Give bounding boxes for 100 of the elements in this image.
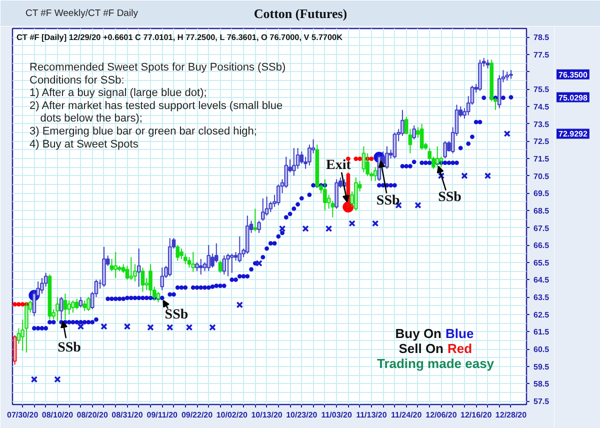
x-tick-label: 08/10/20 bbox=[42, 410, 74, 420]
y-tick-label: 62.5 bbox=[534, 310, 550, 320]
y-tick-label: 77.5 bbox=[534, 50, 550, 60]
y-tick-label: 72.5 bbox=[534, 137, 550, 146]
annotation: Buy On Blue bbox=[395, 326, 474, 341]
x-tick-label: 10/23/20 bbox=[286, 410, 318, 420]
candlestick bbox=[78, 296, 83, 308]
candlestick bbox=[206, 244, 211, 272]
candlestick bbox=[59, 296, 64, 320]
point bbox=[16, 302, 21, 307]
annotation: SSb bbox=[164, 308, 188, 323]
candlestick bbox=[230, 253, 234, 274]
candlestick bbox=[86, 296, 90, 312]
text: 75.0298 bbox=[558, 93, 588, 102]
y-tick-label: 64.5 bbox=[534, 276, 550, 285]
y-tick-label: 59.5 bbox=[534, 362, 550, 372]
annotation: CT #F [Daily] 12/29/20 +0.6601 C 77.0101, H 77.2500, L 76.3601, O 76.7000, V 5.7700K bbox=[16, 33, 343, 42]
candlestick bbox=[257, 220, 261, 234]
x-tick-label: 08/31/20 bbox=[112, 410, 144, 420]
y-tick-label: 74.5 bbox=[534, 102, 550, 112]
point bbox=[12, 302, 18, 307]
y-tick-label: 65.5 bbox=[534, 258, 550, 268]
point bbox=[30, 376, 38, 383]
candlestick bbox=[261, 198, 265, 222]
candlestick bbox=[63, 293, 68, 320]
candlestick bbox=[71, 300, 75, 314]
x-tick-label: 11/03/20 bbox=[321, 410, 352, 420]
y-tick-label: 73.5 bbox=[534, 120, 550, 129]
y-tick-label: 61.5 bbox=[534, 328, 550, 337]
point bbox=[369, 156, 374, 161]
x-tick-label: 10/13/20 bbox=[251, 410, 283, 420]
candlestick bbox=[238, 236, 242, 263]
candlestick bbox=[82, 300, 86, 312]
candlestick bbox=[140, 267, 145, 292]
point bbox=[354, 156, 358, 161]
y-tick-label: 57.5 bbox=[534, 397, 550, 406]
candlestick bbox=[292, 148, 296, 176]
chart-subtitle: CT #F Weekly/CT #F Daily bbox=[26, 8, 138, 19]
candlestick bbox=[253, 208, 258, 232]
point bbox=[461, 172, 468, 180]
text: 72.9292 bbox=[558, 130, 588, 139]
point bbox=[358, 156, 362, 161]
annotation: SSb bbox=[58, 340, 82, 356]
candlestick bbox=[385, 146, 389, 170]
point bbox=[186, 324, 193, 331]
y-tick-label: 67.5 bbox=[534, 224, 550, 233]
annotation: Exit bbox=[326, 158, 352, 173]
y-tick-label: 60.5 bbox=[534, 345, 550, 354]
x-tick-label: 11/13/20 bbox=[356, 410, 388, 420]
point bbox=[100, 323, 108, 330]
x-tick-label: 09/22/20 bbox=[181, 410, 214, 420]
point bbox=[124, 323, 131, 330]
x-tick-label: 12/16/20 bbox=[460, 410, 492, 420]
point bbox=[414, 202, 422, 209]
candlestick bbox=[160, 267, 164, 291]
candlestick bbox=[74, 298, 79, 310]
annotation: SSb bbox=[438, 190, 462, 205]
chart-title: Cotton (Futures) bbox=[254, 6, 348, 21]
candlestick bbox=[56, 296, 60, 322]
candlestick bbox=[67, 300, 71, 315]
point bbox=[504, 130, 510, 138]
x-tick-label: 10/02/20 bbox=[216, 410, 248, 420]
point bbox=[20, 302, 25, 307]
candlestick bbox=[218, 260, 222, 274]
candlestick bbox=[114, 252, 118, 279]
x-tick-label: 08/20/20 bbox=[76, 410, 108, 420]
point bbox=[77, 323, 84, 330]
y-tick-label: 63.5 bbox=[534, 293, 550, 302]
y-tick-label: 75.5 bbox=[534, 85, 550, 94]
y-tick-label: 66.5 bbox=[534, 241, 550, 250]
candlestick bbox=[176, 244, 180, 262]
y-tick-label: 70.5 bbox=[534, 172, 550, 181]
candlestick bbox=[222, 254, 226, 276]
point bbox=[236, 301, 244, 308]
candlestick bbox=[110, 258, 114, 272]
y-tick-label: 68.5 bbox=[534, 206, 550, 216]
annotation: Trading made easy bbox=[376, 356, 495, 371]
point bbox=[256, 260, 262, 267]
point bbox=[302, 225, 309, 232]
text: 76.3500 bbox=[558, 70, 588, 80]
x-tick-label: 12/06/20 bbox=[426, 410, 458, 420]
x-tick-label: 11/24/20 bbox=[390, 410, 422, 420]
y-tick-label: 78.5 bbox=[534, 33, 550, 42]
point bbox=[438, 172, 445, 180]
candlestick bbox=[198, 258, 203, 276]
y-tick-label: 69.5 bbox=[534, 189, 550, 198]
point bbox=[484, 172, 492, 180]
annotation: SSb bbox=[376, 193, 400, 208]
point bbox=[54, 376, 61, 383]
point bbox=[325, 225, 332, 232]
y-tick-label: 58.5 bbox=[534, 380, 550, 389]
candlestick bbox=[226, 253, 230, 277]
candlestick bbox=[191, 252, 196, 272]
candlestick bbox=[136, 248, 141, 288]
point bbox=[209, 324, 216, 331]
x-tick-label: 12/28/20 bbox=[495, 410, 528, 420]
point bbox=[166, 324, 174, 331]
point bbox=[348, 220, 356, 227]
candlestick bbox=[412, 125, 416, 140]
x-tick-label: 09/11/20 bbox=[146, 410, 178, 420]
